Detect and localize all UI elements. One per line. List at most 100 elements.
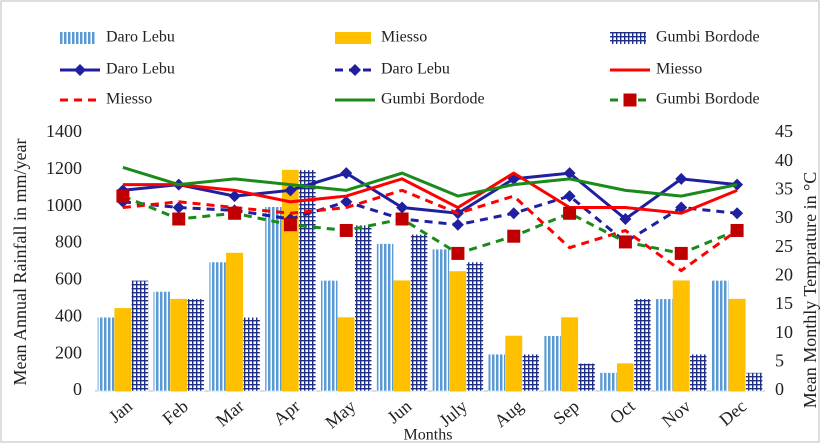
legend-label: Miesso [106, 91, 152, 108]
y2-tick-label: 10 [775, 322, 793, 342]
marker [396, 201, 409, 214]
marker [284, 184, 297, 197]
marker [340, 167, 353, 180]
y2-tick-label: 15 [775, 293, 793, 313]
y2-tick-label: 35 [775, 178, 793, 198]
bar [505, 335, 523, 391]
legend-label: Daro Lebu [106, 29, 175, 46]
bar [114, 308, 132, 391]
bar [616, 363, 634, 391]
bar [599, 372, 618, 392]
y2-tick-label: 0 [775, 379, 784, 399]
legend-swatch [610, 32, 646, 44]
bar [393, 280, 411, 391]
legend-label: Daro Lebu [106, 61, 175, 78]
marker [340, 195, 353, 208]
marker [675, 172, 688, 185]
bar [655, 298, 673, 392]
y-tick-label: 400 [55, 305, 82, 325]
y2-tick-label: 20 [775, 264, 793, 284]
marker [563, 206, 577, 220]
y-tick-label: 1400 [46, 121, 82, 141]
bar [337, 317, 355, 391]
bar [153, 291, 171, 392]
bar [561, 317, 579, 391]
marker [172, 212, 186, 226]
y-axis-title: Mean Annual Rainfall in mm/year [10, 139, 30, 386]
bar [522, 353, 540, 392]
bar [208, 261, 227, 392]
x-axis-title: Months [404, 427, 453, 443]
bar [97, 317, 115, 392]
y2-tick-label: 5 [775, 350, 784, 370]
bar [131, 280, 149, 392]
legend-label: Miesso [381, 29, 427, 46]
marker [563, 190, 576, 203]
marker [74, 64, 86, 76]
bar [711, 280, 729, 392]
bar [432, 248, 450, 392]
marker [349, 64, 361, 76]
marker [339, 223, 353, 237]
line [122, 194, 738, 244]
y-tick-label: 1000 [46, 195, 82, 215]
y2-tick-label: 45 [775, 121, 793, 141]
y2-tick-label: 30 [775, 207, 793, 227]
bar [577, 363, 596, 392]
marker [228, 190, 241, 203]
legend-label: Daro Lebu [381, 61, 450, 78]
marker [228, 206, 242, 220]
marker [730, 223, 744, 237]
bar [745, 372, 763, 392]
bar [170, 298, 188, 391]
marker [623, 93, 637, 107]
bar [449, 271, 467, 391]
marker [674, 246, 688, 260]
bar [226, 252, 244, 391]
bar [320, 280, 338, 392]
y2-tick-label: 25 [775, 236, 793, 256]
line [122, 171, 738, 215]
y-tick-label: 0 [73, 379, 82, 399]
y-tick-label: 800 [55, 232, 82, 252]
marker [507, 229, 521, 243]
legend-label: Gumbi Bordode [656, 29, 760, 46]
marker [451, 246, 465, 260]
legend-label: Gumbi Bordode [656, 91, 760, 108]
y-tick-label: 600 [55, 269, 82, 289]
marker [507, 207, 520, 220]
marker [395, 212, 409, 226]
bar [298, 169, 317, 392]
marker [451, 218, 464, 231]
legend-swatch [60, 32, 96, 44]
marker [116, 189, 130, 203]
bar [633, 298, 652, 392]
legend-label: Gumbi Bordode [381, 91, 485, 108]
bar [187, 298, 205, 392]
marker [563, 167, 576, 180]
marker [172, 201, 185, 214]
bar [410, 234, 428, 392]
marker [283, 218, 297, 232]
marker [619, 213, 632, 225]
bar [543, 335, 562, 392]
y2-tick-label: 40 [775, 150, 793, 170]
legend-label: Miesso [656, 61, 702, 78]
bar [242, 317, 261, 392]
y-tick-label: 1200 [46, 158, 82, 178]
bar [689, 353, 707, 392]
bar [354, 224, 372, 392]
bar [672, 280, 690, 391]
bar [264, 206, 283, 392]
legend-swatch [335, 32, 371, 44]
line [122, 171, 738, 221]
bar [728, 298, 746, 391]
bar [488, 353, 506, 392]
y2-axis-title: Mean Monthly Temprature in °C [800, 172, 820, 409]
y-tick-label: 200 [55, 342, 82, 362]
bar [466, 261, 484, 392]
bar [376, 243, 394, 392]
line [122, 188, 738, 273]
line [122, 165, 738, 198]
